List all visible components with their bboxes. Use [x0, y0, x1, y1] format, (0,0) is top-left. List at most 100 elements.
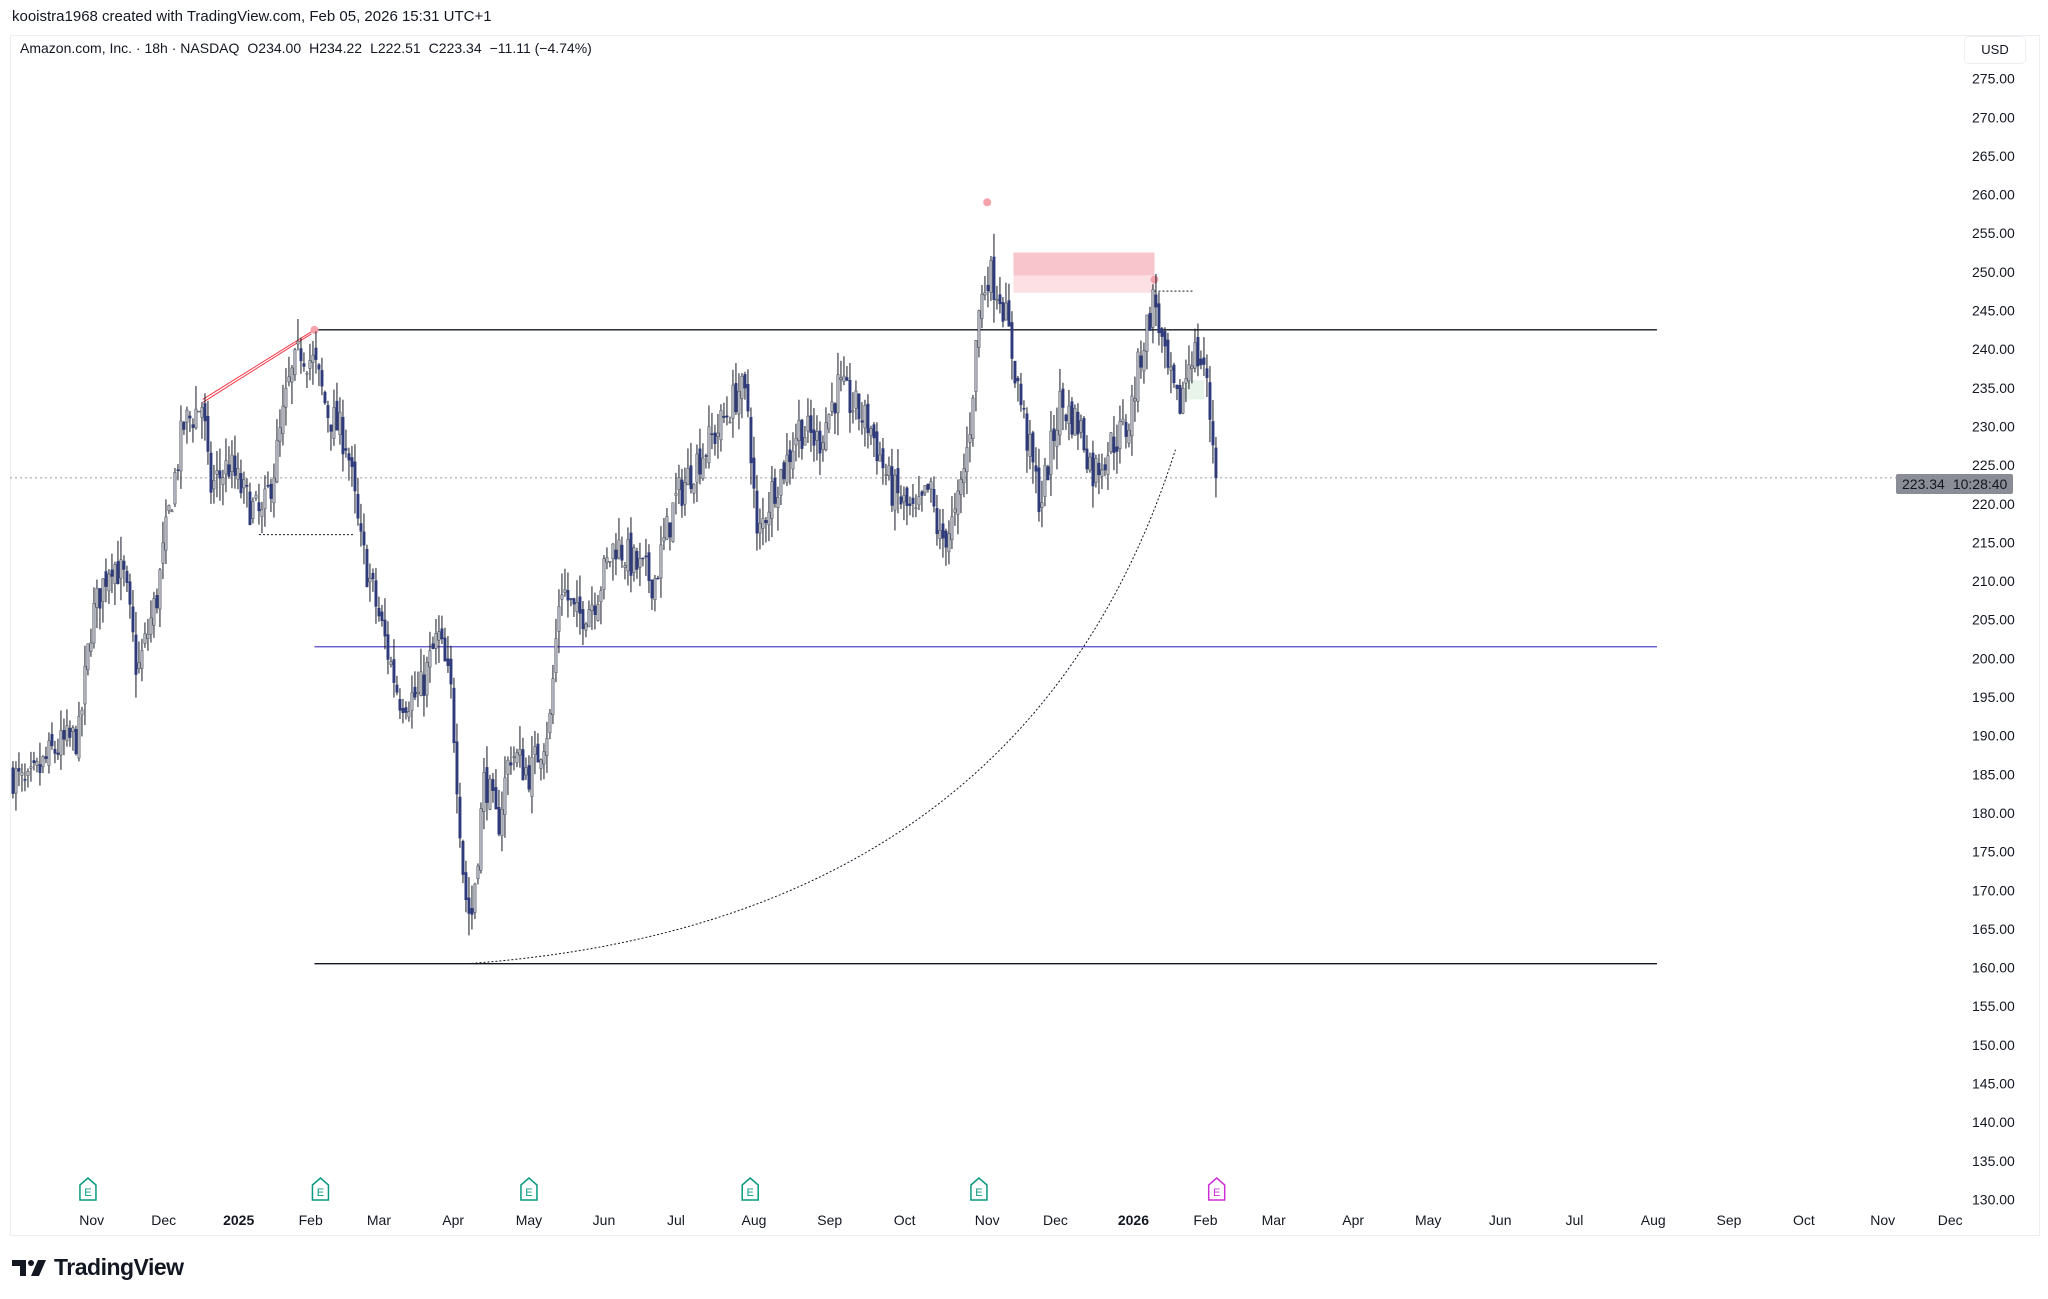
candle-down — [110, 569, 114, 577]
candle-up — [173, 472, 177, 505]
trend-line-parallel — [202, 333, 312, 403]
candle-down — [935, 508, 939, 535]
candle-down — [155, 595, 159, 609]
candle-up — [254, 494, 258, 499]
price-tick-label: 265.00 — [1972, 148, 2015, 164]
candle-up — [791, 451, 795, 470]
candle-up — [938, 530, 942, 539]
candle-up — [224, 460, 228, 475]
price-tick-label: 150.00 — [1972, 1037, 2015, 1053]
symbol-name[interactable]: Amazon.com, Inc. · 18h · NASDAQ — [20, 40, 240, 56]
price-tick-label: 260.00 — [1972, 187, 2015, 203]
time-axis[interactable]: Nov Dec 2025 Feb Mar Apr May Jun Jul Aug Sep Oct Nov… — [79, 1212, 1962, 1228]
symbol-legend: Amazon.com, Inc. · 18h · NASDAQ O234.00 H2… — [20, 40, 600, 56]
candle-up — [947, 533, 951, 553]
candle-up — [686, 467, 690, 486]
candle-down — [53, 748, 57, 754]
candle-up — [284, 387, 288, 408]
time-tick-label: Jul — [1565, 1212, 1583, 1228]
candle-up — [878, 454, 882, 462]
candle-up — [167, 505, 171, 512]
candle-down — [1112, 436, 1116, 453]
candle-up — [719, 410, 723, 441]
tradingview-logo[interactable]: TradingView — [12, 1254, 184, 1281]
earnings-icon — [1207, 1177, 1226, 1201]
candle-up — [830, 401, 834, 412]
candle-up — [695, 453, 699, 483]
candle-up — [539, 759, 543, 769]
brand-name: TradingView — [54, 1254, 184, 1280]
candle-up — [140, 650, 144, 669]
candle-up — [893, 474, 897, 511]
candle-up — [149, 617, 153, 635]
candle-down — [647, 552, 651, 581]
price-tick-label: 205.00 — [1972, 612, 2015, 628]
candle-down — [344, 448, 348, 451]
candle-up — [263, 488, 267, 510]
candle-down — [359, 523, 363, 532]
candle-down — [860, 420, 864, 423]
candle-down — [1037, 467, 1041, 513]
price-tick-label: 200.00 — [1972, 650, 2015, 666]
candle-down — [992, 256, 996, 300]
candle-up — [1187, 364, 1191, 382]
candle-up — [14, 768, 18, 794]
candle-up — [965, 447, 969, 473]
candle-down — [680, 479, 684, 506]
candle-up — [164, 516, 168, 551]
candle-up — [170, 510, 174, 513]
candle-down — [233, 455, 237, 476]
candle-down — [1211, 421, 1215, 446]
candle-down — [569, 598, 573, 600]
price-tick-label: 240.00 — [1972, 341, 2015, 357]
candle-down — [257, 502, 261, 512]
candle-up — [887, 465, 891, 476]
earnings-icon — [79, 1177, 97, 1201]
price-tick-label: 130.00 — [1972, 1191, 2015, 1207]
candle-down — [782, 462, 786, 480]
price-axis[interactable]: 275.00 270.00 265.00 260.00 255.00 250.00 245.… — [1972, 71, 2015, 1208]
candle-up — [506, 759, 510, 775]
candle-up — [1049, 430, 1053, 475]
candle-down — [386, 634, 390, 660]
candle-up — [1133, 398, 1137, 402]
chart-caption: kooistra1968 created with TradingView.co… — [12, 8, 492, 25]
candle-down — [218, 470, 222, 479]
candle-up — [683, 482, 687, 505]
candle-up — [308, 360, 312, 369]
candle-down — [362, 531, 366, 546]
candle-down — [911, 497, 915, 504]
candle-down — [1160, 328, 1164, 337]
candle-down — [446, 658, 450, 667]
candle-down — [32, 760, 36, 764]
candle-down — [752, 457, 756, 489]
candle-up — [545, 738, 549, 756]
candle-down — [404, 707, 408, 713]
candle-up — [77, 716, 81, 759]
candle-down — [269, 483, 273, 499]
candle-down — [470, 908, 474, 915]
candle-down — [314, 347, 318, 360]
currency-button[interactable]: USD — [1964, 36, 2026, 64]
candle-up — [197, 410, 201, 413]
candle-up — [1136, 351, 1140, 402]
candle-up — [101, 578, 105, 603]
candle-up — [503, 777, 507, 815]
candle-up — [311, 354, 315, 363]
candle-up — [476, 865, 480, 880]
candle-up — [560, 594, 564, 600]
candle-down — [104, 571, 108, 587]
price-tick-label: 210.00 — [1972, 573, 2015, 589]
price-tick-label: 145.00 — [1972, 1076, 2015, 1092]
candle-up — [107, 573, 111, 592]
candle-up — [416, 691, 420, 694]
candle-up — [554, 638, 558, 674]
candle-up — [599, 590, 603, 603]
candle-down — [461, 841, 465, 875]
candle-up — [293, 349, 297, 376]
candle-down — [527, 765, 531, 790]
candle-down — [398, 699, 402, 711]
candle-down — [734, 383, 738, 413]
chart-frame — [10, 35, 2040, 1236]
